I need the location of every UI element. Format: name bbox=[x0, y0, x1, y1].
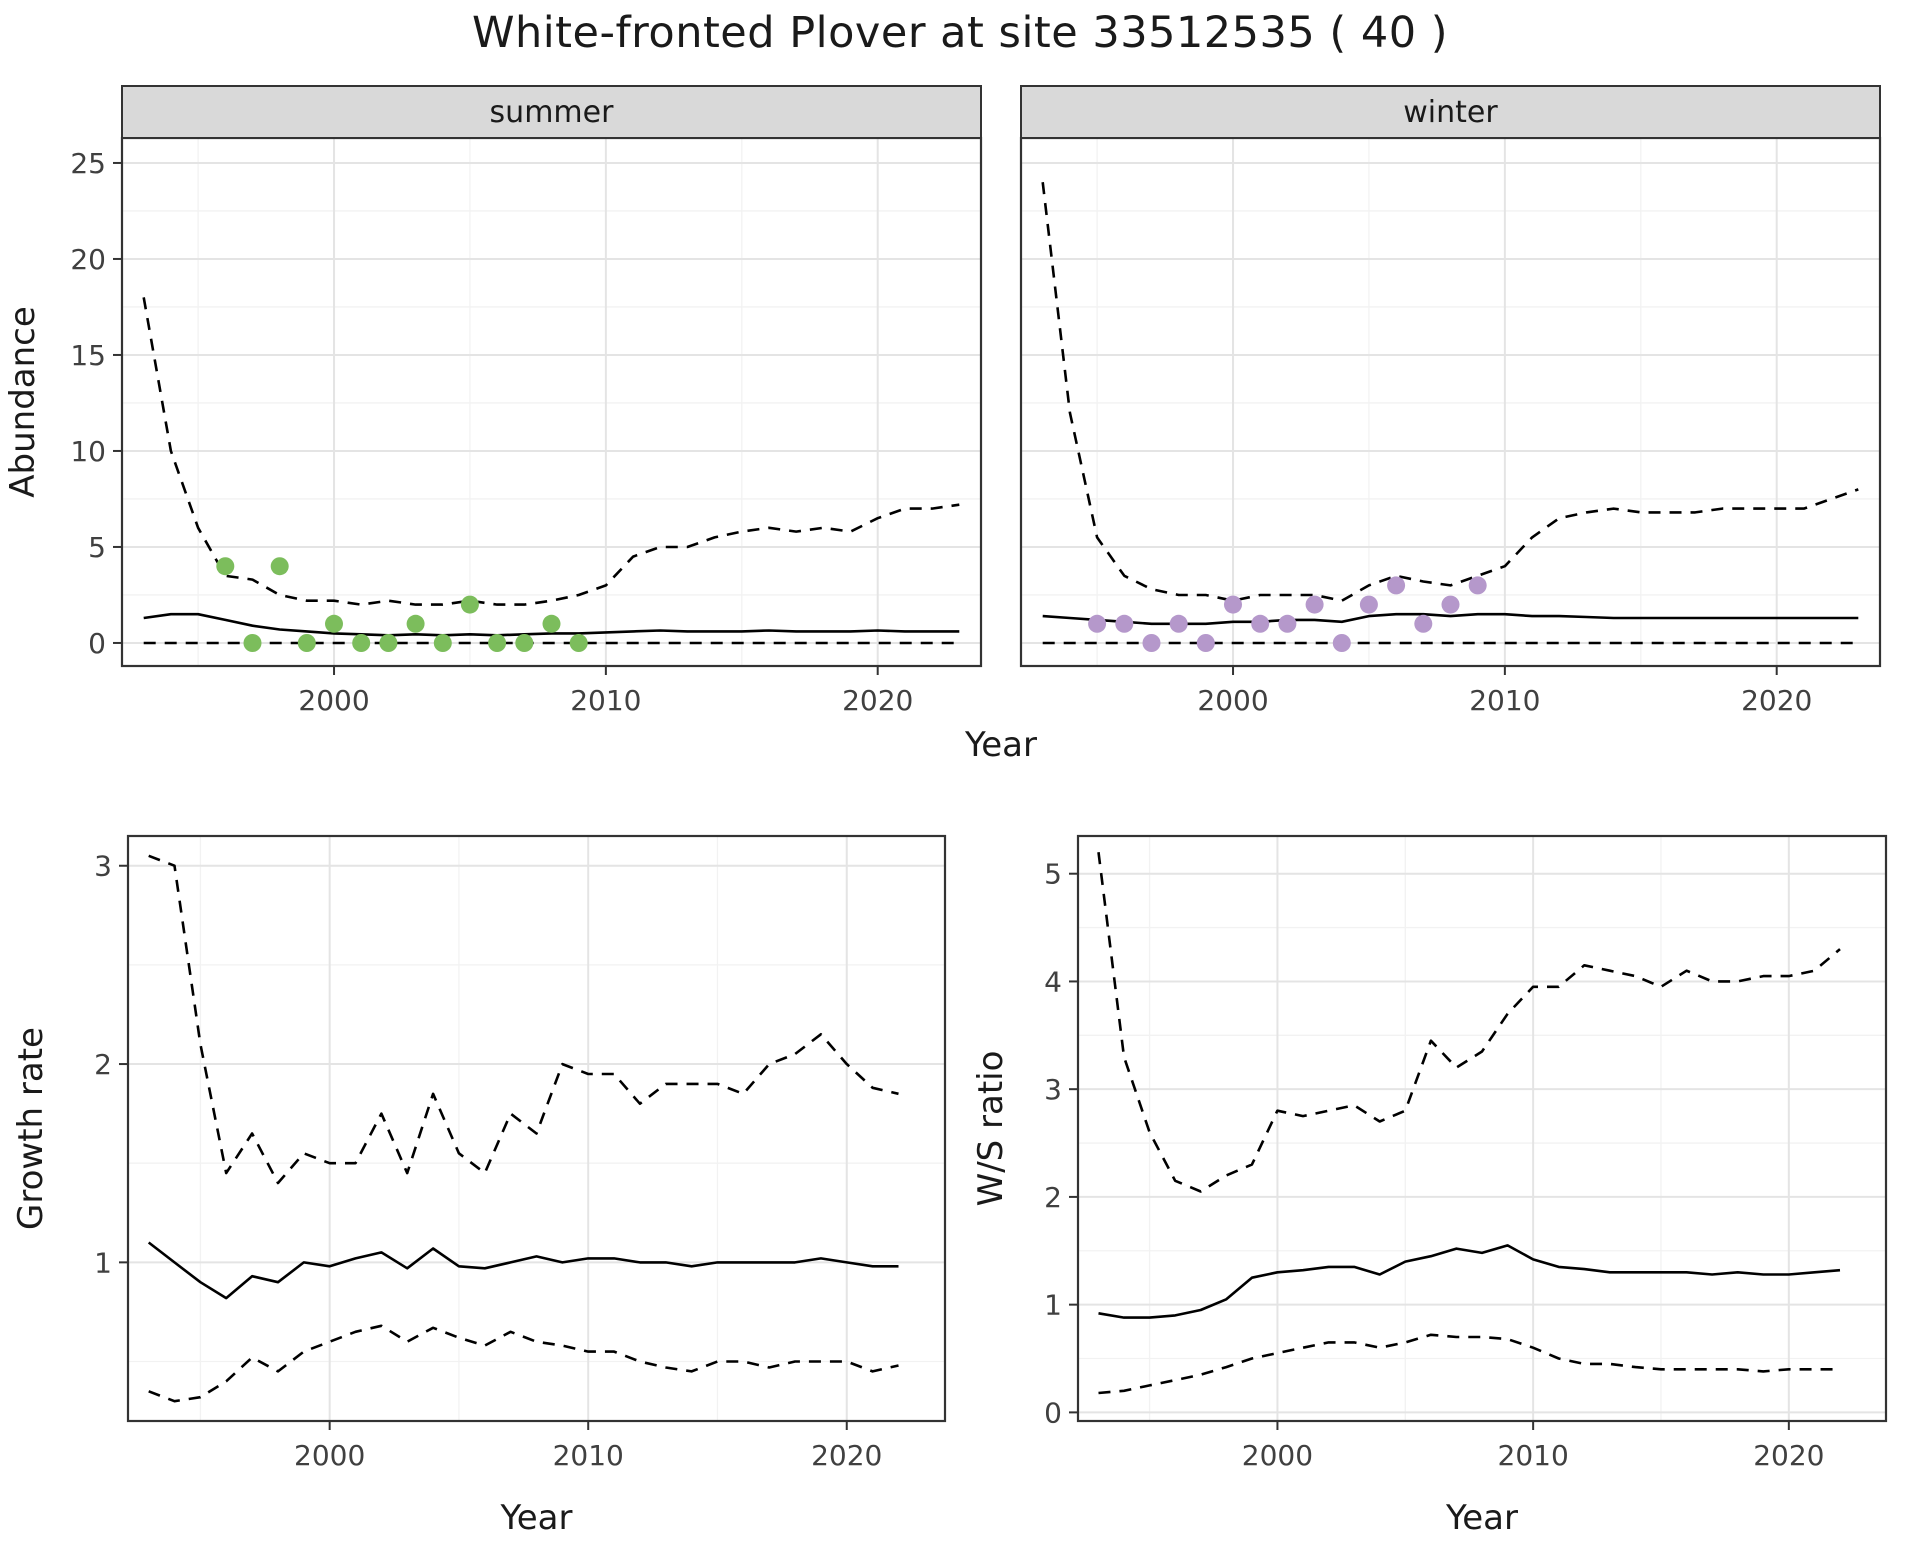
svg-text:Year: Year bbox=[500, 1498, 573, 1538]
svg-text:5: 5 bbox=[88, 531, 106, 564]
svg-text:2020: 2020 bbox=[842, 684, 913, 717]
svg-text:25: 25 bbox=[70, 147, 106, 180]
ws-ratio-chart: 2000 2010 2020 0 1 2 3 4 5 W/S ratio Year bbox=[971, 834, 1888, 1538]
svg-text:W/S ratio: W/S ratio bbox=[971, 1051, 1011, 1207]
svg-text:2010: 2010 bbox=[553, 1439, 624, 1472]
svg-text:20: 20 bbox=[70, 243, 106, 276]
svg-text:2020: 2020 bbox=[1741, 684, 1812, 717]
svg-text:0: 0 bbox=[88, 627, 106, 660]
svg-text:2000: 2000 bbox=[294, 1439, 365, 1472]
svg-text:Year: Year bbox=[1445, 1498, 1518, 1538]
abundance-faceted-chart: 2000 2010 2020 0 5 10 15 20 25 summer 2000 2010 2020… bbox=[3, 85, 1882, 765]
svg-text:2: 2 bbox=[94, 1048, 112, 1081]
svg-text:2: 2 bbox=[1044, 1181, 1062, 1214]
svg-text:4: 4 bbox=[1044, 965, 1062, 998]
svg-text:1: 1 bbox=[94, 1246, 112, 1279]
svg-text:2010: 2010 bbox=[1469, 684, 1540, 717]
svg-text:15: 15 bbox=[70, 339, 106, 372]
svg-text:2020: 2020 bbox=[811, 1439, 882, 1472]
svg-text:summer: summer bbox=[490, 95, 615, 130]
svg-text:winter: winter bbox=[1403, 95, 1498, 130]
svg-text:Growth rate: Growth rate bbox=[11, 1027, 51, 1230]
svg-text:2000: 2000 bbox=[1242, 1439, 1313, 1472]
svg-text:0: 0 bbox=[1044, 1396, 1062, 1429]
svg-text:10: 10 bbox=[70, 435, 106, 468]
growth-rate-chart: 2000 2010 2020 1 2 3 Growth rate Year bbox=[11, 834, 947, 1538]
svg-text:2010: 2010 bbox=[570, 684, 641, 717]
svg-text:2000: 2000 bbox=[298, 684, 369, 717]
svg-text:1: 1 bbox=[1044, 1289, 1062, 1322]
svg-text:3: 3 bbox=[94, 850, 112, 883]
svg-text:5: 5 bbox=[1044, 858, 1062, 891]
svg-text:Year: Year bbox=[964, 725, 1037, 765]
bottom-charts-row: 2000 2010 2020 1 2 3 Growth rate Year 2000 2010 2… bbox=[0, 766, 1920, 1556]
svg-text:2010: 2010 bbox=[1498, 1439, 1569, 1472]
figure-title: White-fronted Plover at site 33512535 ( … bbox=[471, 8, 1449, 58]
svg-text:2020: 2020 bbox=[1753, 1439, 1824, 1472]
svg-text:Abundance: Abundance bbox=[3, 306, 43, 498]
svg-text:2000: 2000 bbox=[1197, 684, 1268, 717]
svg-text:3: 3 bbox=[1044, 1073, 1062, 1106]
